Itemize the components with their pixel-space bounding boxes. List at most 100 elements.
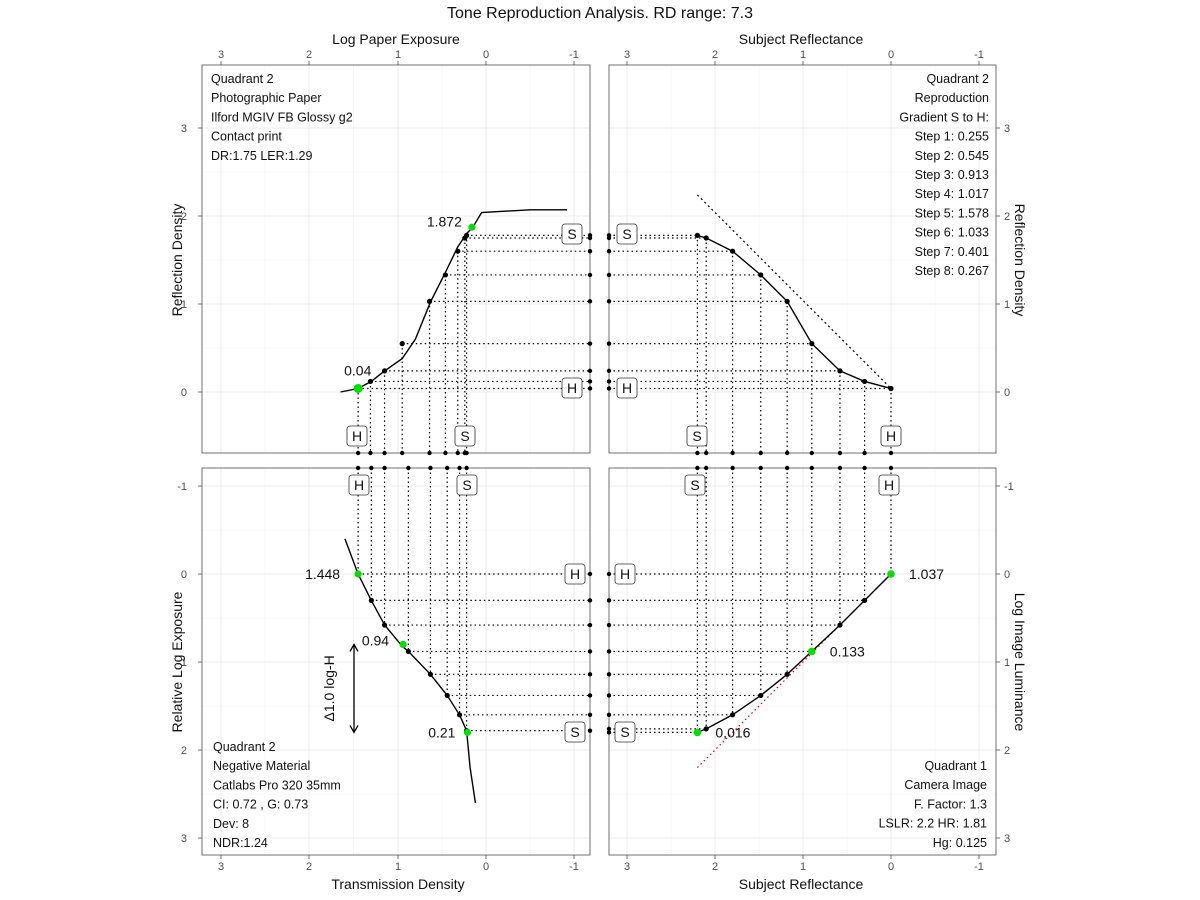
negative-guide-end-point-right [587,622,593,628]
repro-guide-end-point [862,450,867,456]
negative-mid-value: 0.94 [362,632,389,648]
negative-highlight-point [463,728,472,737]
bottom-right-highlight-box-frame [614,563,636,585]
camera-guide-end-point [704,465,709,471]
top-left-top-tick-label: 2 [306,49,312,61]
top-right-note-line: Gradient S to H: [899,110,989,124]
bottom-right-shadow-box-text: S [620,724,629,740]
top-left-highlight-box-text: H [567,380,577,396]
reproduction-point [703,235,709,241]
top-left-note-line: Photographic Paper [211,91,322,105]
negative-point [456,712,463,718]
reproduction-point [758,272,764,278]
paper-point [455,248,461,254]
bottom-left-shadow-box-text: S [570,724,579,740]
paper-point [442,272,449,278]
bottom-right-y-tick-label: 3 [1004,833,1010,845]
bottom-left-bottom-tick-label: 0 [483,861,489,873]
bottom-left-bottom-tick-label: -1 [569,861,579,873]
paper-shadow-value: 1.872 [427,213,462,229]
bottom-left-bottom-tick-label: 3 [218,861,224,873]
camera-point [837,622,843,628]
paper-highlight-value: 0.04 [344,362,371,378]
bottom-left-highlight-box: H [564,563,586,585]
bottom-left-highlight-box-text: H [570,566,580,582]
camera-point [730,712,736,718]
bottom-right-panel-border [608,467,997,856]
paper-guide-end-point-right [587,379,593,384]
camera-guide-end-point [695,465,700,471]
paper-guide-end-point-right [587,249,593,254]
bottom-right-bottom-tick-label: 0 [888,861,894,873]
bottom-left-y-tick-label: 1 [181,657,187,669]
top-left-y-tick-label: 3 [181,123,187,135]
bottom-right-y-tick-label: -1 [1004,481,1014,493]
bottom-left-note-line: Quadrant 2 [213,740,276,754]
bottom-right-note-line: F. Factor: 1.3 [914,797,987,811]
reproduction-point [809,341,815,347]
top-right-note-line: Reproduction [915,91,989,105]
top-left-y-tick-label: 0 [181,387,187,399]
top-right-y-tick-label: 1 [1004,299,1010,311]
top-right-note-line: Step 8: 0.267 [915,264,989,278]
negative-guide-end-point-right [587,649,593,654]
paper-guide-end-point [455,450,460,456]
camera-reference-line [696,573,892,769]
repro-guide-end-point-left [606,341,612,346]
top-right-note-line: Quadrant 2 [926,72,989,86]
paper-guide-end-point [464,450,469,456]
bottom-right-shadow-box: S [614,721,636,743]
negative-point [405,648,411,655]
repro-guide-end-point [809,450,814,456]
top-right-h-bottom-box-frame [880,425,902,447]
top-left-highlight-box-frame [561,377,583,399]
delta-label: Δ1.0 log-H [321,655,337,721]
camera-highlight-point [887,570,895,578]
top-right-h-bottom-box-text: H [886,428,896,444]
labels-layer: 1.872 0.04 1.448 0.94 0.21 Δ1.0 log-H 1.037 0.1… [305,213,944,743]
top-left-shadow-box: S [561,223,583,245]
paper-guide-end-point-right [587,368,593,374]
top-right-top-tick-label: 2 [712,49,718,61]
right-bottom-axis-title: Log Image Luminance [1012,593,1028,732]
reproduction-point [862,378,868,385]
top-left-s-bottom-box-text: S [460,428,469,444]
bottom-left-bottom-tick-label: 1 [395,861,401,873]
negative-guide-end-point-right [587,712,593,717]
points-layer [353,223,895,737]
top-right-shadow-box-frame [616,223,638,245]
notes-layer: Quadrant 2 Photographic Paper Ilford MGIV … [211,72,989,850]
bottom-left-note-line: NDR:1.24 [213,836,268,850]
camera-point [703,726,709,732]
bottom-left-h-top-box-frame [348,474,370,496]
top-right-axis-title: Subject Reflectance [739,31,864,47]
top-right-note-line: Step 6: 1.033 [915,226,989,240]
negative-point [427,671,434,677]
camera-guide-end-point-left [606,672,612,677]
bottom-left-shadow-box-frame [564,721,586,743]
reproduction-point [694,232,701,238]
repro-guide-end-point [837,450,843,456]
delta-arrow-head-top [349,643,359,652]
top-right-y-tick-label: 0 [1004,387,1010,399]
bottom-right-s-top-box-text: S [690,477,699,493]
paper-curve [340,209,568,393]
bottom-right-note-line: Camera Image [904,778,987,792]
camera-highlight-point [808,647,816,656]
top-left-top-tick-label: 3 [218,49,224,61]
camera-guide-end-point [758,465,763,471]
bottom-left-note-line: Catlabs Pro 320 35mm [213,778,341,792]
camera-guide-end-point-left [606,712,612,717]
right-top-axis-title: Reflection Density [1012,204,1028,317]
reproduction-point [784,298,790,304]
camera-guide-end-point [809,465,814,471]
negative-guide-end-point [406,465,411,471]
bottom-left-y-tick-label: 2 [181,745,187,757]
bottom-right-h-top-box-frame [878,474,900,496]
top-left-top-tick-label: -1 [569,49,579,61]
negative-highlight-point [354,570,362,578]
top-left-note-line: Ilford MGIV FB Glossy g2 [211,110,353,124]
paper-highlight-point [353,383,363,393]
bottom-left-note-line: Negative Material [213,759,310,773]
chart-title: Tone Reproduction Analysis. RD range: 7.… [447,5,753,22]
